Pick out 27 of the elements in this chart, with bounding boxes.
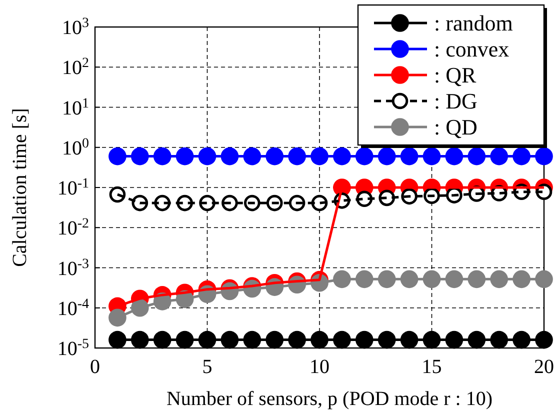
point (108, 330, 126, 349)
point (108, 308, 126, 327)
y-tick-label: 10$^{-4}$ (57, 296, 89, 320)
y-tick-label: 10$^{-5}$ (57, 336, 89, 360)
x-tick-label: 15 (422, 356, 442, 378)
point (108, 147, 126, 166)
legend-label: : convex (434, 36, 510, 62)
y-axis-title: Calculation time [s] (9, 108, 31, 267)
x-tick-label: 20 (534, 356, 554, 378)
x-tick-label: 0 (90, 356, 100, 378)
y-tick-label: 10$^{-1}$ (57, 176, 89, 200)
point (535, 147, 553, 166)
x-tick-label: 10 (310, 356, 330, 378)
y-tick-label: 10$^{1}$ (62, 96, 89, 120)
point (535, 330, 553, 349)
legend-label: : QR (434, 62, 476, 88)
y-tick-label: 10$^{3}$ (62, 16, 89, 39)
legend-label: : DG (434, 88, 478, 114)
x-tick-label: 5 (202, 356, 212, 378)
y-tick-label: 10$^{-2}$ (57, 216, 89, 240)
legend-label: : QD (434, 114, 478, 140)
y-tick-label: 10$^{-3}$ (57, 256, 89, 280)
y-tick-label: 10$^{2}$ (62, 56, 89, 80)
y-tick-label: 10$^{0}$ (62, 136, 89, 160)
x-axis-title: Number of sensors, p (POD mode r : 10) (166, 388, 493, 410)
legend-label: : random (434, 10, 513, 36)
point (535, 270, 553, 288)
